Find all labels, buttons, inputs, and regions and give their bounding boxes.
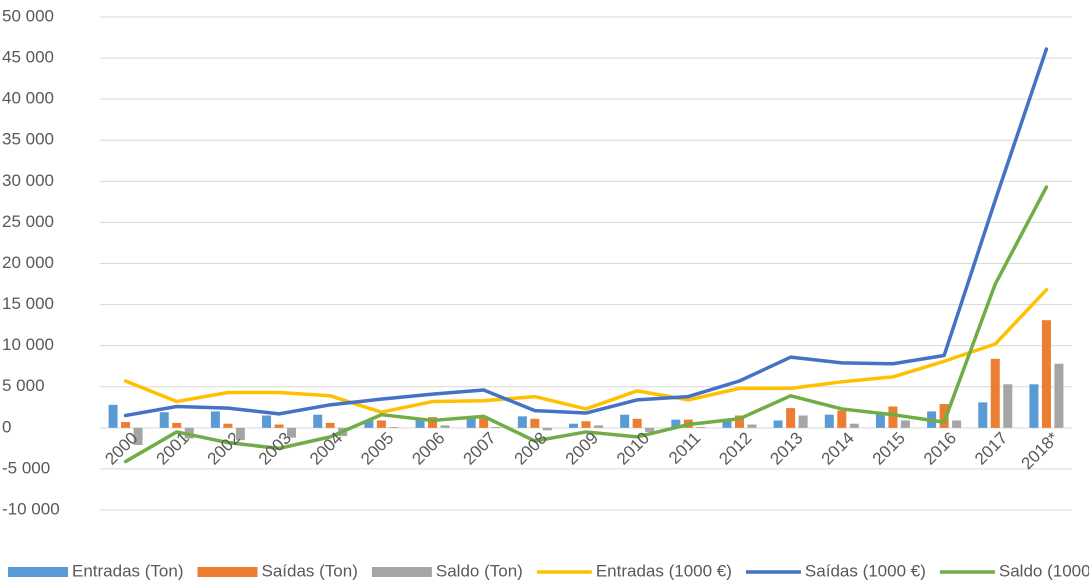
bar [479,417,489,428]
bar [440,425,450,428]
bar [875,413,885,428]
bar [274,424,284,428]
bar [696,427,706,428]
x-tick-label: 2017 [971,428,1011,468]
x-tick-label: 2016 [920,428,960,468]
bar [888,406,898,428]
bar [210,411,220,428]
legend-swatch [8,567,68,577]
y-tick-label: 30 000 [2,171,54,190]
legend-label: Saldo (1000 €) [999,561,1089,580]
bar [1041,320,1051,428]
legend-item: Saídas (1000 €) [745,561,926,580]
x-tick-label: 2018* [1018,428,1063,473]
legend-item: Entradas (1000 €) [536,561,732,580]
bar [722,418,732,428]
y-tick-label: 15 000 [2,294,54,313]
bar [978,402,988,428]
bar [773,420,783,428]
y-tick-label: 20 000 [2,253,54,272]
bar [172,422,182,428]
x-tick-label: 2011 [665,428,704,467]
legend-label: Saldo (Ton) [436,561,523,580]
bar [645,427,655,432]
bar [530,418,540,428]
bar [389,427,399,428]
bar [235,427,245,441]
bar [849,423,859,428]
line [123,47,1049,418]
bar [952,420,962,428]
x-tick-label: 2015 [869,428,909,468]
bar [900,420,910,428]
legend-item: Saídas (Ton) [197,561,358,580]
bar [262,415,272,428]
bar [108,404,118,428]
bar [569,423,578,428]
bar [1003,384,1013,428]
legend-label: Entradas (Ton) [72,561,184,580]
legend-item: Entradas (Ton) [8,561,184,580]
bar [325,422,335,428]
bar [364,420,374,428]
bar [671,419,681,428]
bar [287,427,297,438]
x-tick-label: 2007 [460,428,500,468]
bar [428,417,438,428]
x-tick-label: 2005 [357,428,397,468]
x-tick-label: 2014 [818,428,858,468]
line [123,288,1049,414]
bar [491,427,501,428]
bar [517,416,527,428]
bar [313,414,323,428]
bar [747,424,757,428]
bar [581,421,591,428]
x-tick-label: 2013 [766,428,806,468]
y-tick-label: -10 000 [2,499,60,518]
x-tick-label: 2006 [408,428,448,468]
y-tick-label: 45 000 [2,48,54,67]
bar [466,417,476,428]
bar [1054,363,1064,428]
bar [121,422,131,428]
bar [376,420,386,428]
x-tick-label: 2012 [715,428,755,468]
bar [824,414,834,428]
bar [415,419,425,428]
legend-item: Saldo (Ton) [371,561,523,580]
y-tick-label: 25 000 [2,212,54,231]
bar [786,408,796,428]
y-tick-label: 0 [2,417,11,436]
y-tick-label: 35 000 [2,130,54,149]
y-tick-label: 5 000 [2,376,45,395]
y-tick-label: -5 000 [2,458,50,477]
bar [1029,384,1039,428]
legend-label: Saídas (1000 €) [805,561,926,580]
legend-label: Saídas (Ton) [262,561,358,580]
bar [837,410,847,428]
bar [159,412,169,428]
y-tick-label: 10 000 [2,335,54,354]
legend-item: Saldo (1000 €) [939,561,1089,580]
legend-swatch [371,567,432,577]
bar [632,418,642,428]
bar [542,427,552,431]
bar [223,423,233,428]
bar [939,404,949,428]
legend-swatch [197,567,258,577]
y-tick-label: 50 000 [2,6,54,25]
bar [133,427,143,446]
line [123,185,1049,464]
x-tick-label: 2008 [511,428,551,468]
bar [734,415,744,428]
legend-label: Entradas (1000 €) [596,561,732,580]
bar [798,415,808,428]
bar [620,414,630,428]
bar [990,358,1000,428]
bar [594,425,603,428]
y-tick-label: 40 000 [2,89,54,108]
